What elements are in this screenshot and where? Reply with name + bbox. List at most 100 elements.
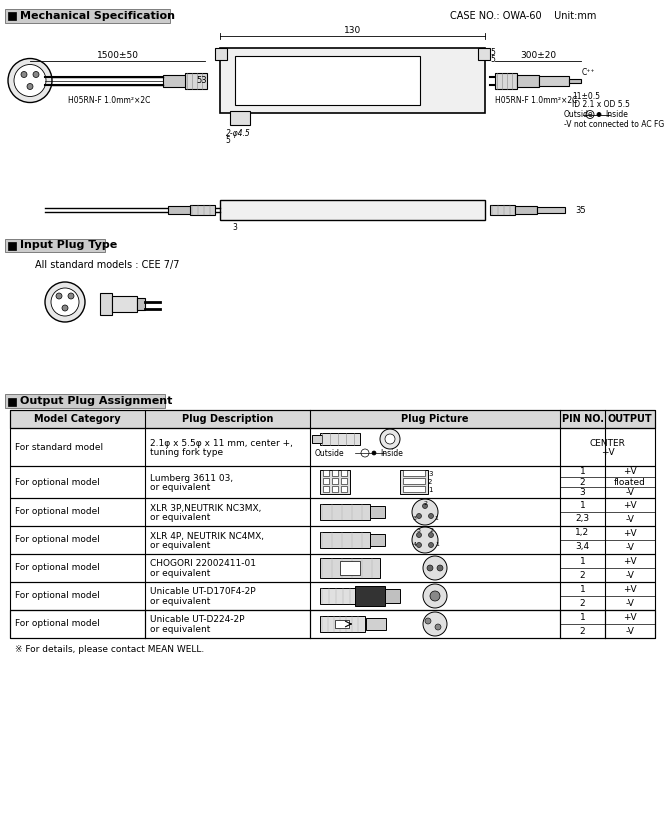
- Circle shape: [597, 112, 601, 116]
- Text: -V not connected to AC FG: -V not connected to AC FG: [564, 120, 664, 129]
- Text: 2: 2: [580, 571, 586, 580]
- Bar: [490, 205, 515, 215]
- Text: OUTPUT: OUTPUT: [608, 414, 653, 424]
- Text: +V: +V: [623, 613, 636, 622]
- Text: H05RN-F 1.0mm²×2C: H05RN-F 1.0mm²×2C: [495, 96, 578, 105]
- Bar: [335, 620, 349, 628]
- Bar: [340, 561, 360, 575]
- Bar: [10, 410, 655, 428]
- Text: 1: 1: [580, 584, 586, 593]
- Bar: [332, 486, 338, 492]
- Text: 1: 1: [435, 542, 439, 547]
- Bar: [537, 207, 565, 213]
- Circle shape: [372, 451, 376, 455]
- Bar: [163, 75, 185, 86]
- Circle shape: [425, 618, 431, 624]
- Text: 2,3: 2,3: [576, 515, 590, 524]
- Bar: [569, 79, 581, 82]
- Bar: [100, 293, 112, 315]
- Text: 3: 3: [417, 529, 421, 534]
- Circle shape: [435, 624, 441, 630]
- Text: Inside: Inside: [605, 110, 628, 119]
- Text: For standard model: For standard model: [15, 442, 103, 452]
- Bar: [5, 394, 165, 408]
- Polygon shape: [372, 593, 382, 599]
- Text: For optional model: For optional model: [15, 508, 100, 516]
- Text: ID 2.1 x OD 5.5: ID 2.1 x OD 5.5: [572, 100, 630, 109]
- Text: For optional model: For optional model: [15, 592, 100, 601]
- Circle shape: [429, 542, 433, 547]
- Bar: [370, 534, 385, 546]
- Text: 3: 3: [232, 223, 237, 231]
- Text: Unicable UT-D224-2P: Unicable UT-D224-2P: [150, 615, 245, 624]
- Bar: [215, 48, 227, 60]
- Text: +V: +V: [623, 584, 636, 593]
- Circle shape: [423, 504, 427, 509]
- Circle shape: [27, 84, 33, 90]
- Bar: [10, 610, 655, 638]
- Bar: [8, 398, 16, 406]
- Text: CASE NO.: OWA-60    Unit:mm: CASE NO.: OWA-60 Unit:mm: [450, 11, 596, 21]
- Bar: [370, 506, 385, 518]
- Bar: [10, 428, 655, 466]
- Circle shape: [427, 565, 433, 571]
- Bar: [478, 48, 490, 60]
- Bar: [8, 242, 16, 250]
- Circle shape: [361, 449, 369, 457]
- Text: 53: 53: [197, 76, 207, 85]
- Bar: [112, 296, 137, 312]
- Bar: [220, 200, 485, 220]
- Bar: [10, 610, 655, 638]
- Text: +V: +V: [623, 500, 636, 510]
- Circle shape: [380, 429, 400, 449]
- Text: 1: 1: [580, 556, 586, 566]
- Circle shape: [8, 59, 52, 102]
- Text: Input Plug Type: Input Plug Type: [20, 240, 117, 250]
- Text: 5: 5: [490, 48, 495, 56]
- Circle shape: [586, 111, 594, 118]
- Circle shape: [412, 527, 438, 553]
- Bar: [495, 73, 517, 89]
- Circle shape: [423, 612, 447, 636]
- Text: -V: -V: [626, 571, 634, 580]
- Bar: [403, 478, 425, 484]
- Circle shape: [417, 514, 421, 519]
- Text: All standard models : CEE 7/7: All standard models : CEE 7/7: [35, 260, 180, 270]
- Text: 1: 1: [428, 487, 433, 493]
- Text: For optional model: For optional model: [15, 619, 100, 628]
- Bar: [323, 470, 329, 476]
- Circle shape: [430, 591, 440, 601]
- Bar: [190, 205, 215, 215]
- Bar: [220, 48, 485, 113]
- Circle shape: [45, 282, 85, 322]
- Text: 2.1φ x 5.5φ x 11 mm, center +,: 2.1φ x 5.5φ x 11 mm, center +,: [150, 438, 293, 447]
- Bar: [5, 239, 105, 252]
- Bar: [341, 478, 347, 484]
- Bar: [403, 470, 425, 476]
- Bar: [320, 504, 370, 520]
- Text: 4: 4: [413, 542, 417, 547]
- Bar: [320, 470, 350, 494]
- Text: Lumberg 3611 03,: Lumberg 3611 03,: [150, 473, 233, 483]
- Text: or equivalent: or equivalent: [150, 597, 210, 606]
- Bar: [385, 589, 400, 603]
- Text: 1: 1: [580, 467, 586, 476]
- Bar: [332, 470, 338, 476]
- Text: Plug Description: Plug Description: [182, 414, 273, 424]
- Text: Output Plug Assignment: Output Plug Assignment: [20, 396, 172, 406]
- Bar: [10, 466, 655, 498]
- Text: or equivalent: or equivalent: [150, 624, 210, 634]
- Text: Unicable UT-D170F4-2P: Unicable UT-D170F4-2P: [150, 587, 256, 597]
- Bar: [320, 433, 360, 445]
- Text: Plug Picture: Plug Picture: [401, 414, 469, 424]
- Circle shape: [423, 584, 447, 608]
- Bar: [5, 9, 170, 23]
- Text: H05RN-F 1.0mm²×2C: H05RN-F 1.0mm²×2C: [68, 96, 150, 105]
- Bar: [341, 470, 347, 476]
- Bar: [10, 582, 655, 610]
- Text: For optional model: For optional model: [15, 535, 100, 545]
- Bar: [323, 478, 329, 484]
- Text: 2: 2: [580, 598, 586, 608]
- Circle shape: [68, 293, 74, 299]
- Text: or equivalent: or equivalent: [150, 568, 210, 577]
